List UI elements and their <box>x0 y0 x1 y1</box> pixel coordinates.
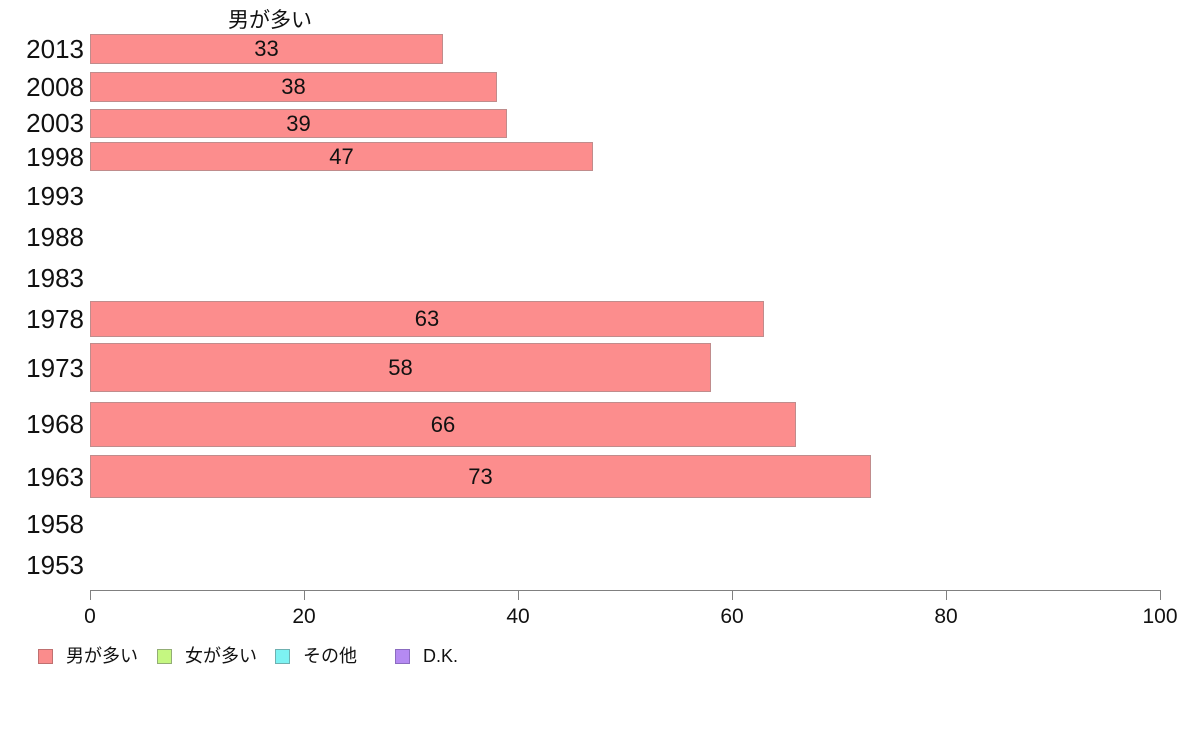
x-axis-line <box>90 590 1160 591</box>
x-tick-label: 0 <box>84 605 96 628</box>
bar: 73 <box>90 455 871 498</box>
legend-swatch <box>157 648 172 664</box>
legend-swatch <box>395 648 410 664</box>
bar: 39 <box>90 109 507 138</box>
x-tick-mark <box>304 590 305 600</box>
bar-value-label: 66 <box>430 411 456 437</box>
legend-item: D.K. <box>395 646 459 666</box>
bar-value-label: 38 <box>281 74 306 99</box>
y-axis-label: 1983 <box>26 263 84 293</box>
x-tick-label: 60 <box>720 605 744 628</box>
y-axis-label: 1953 <box>26 550 84 580</box>
legend-label: 男が多い <box>66 646 138 666</box>
bar: 66 <box>90 402 796 447</box>
bar: 58 <box>90 343 711 392</box>
legend-item: その他 <box>275 646 357 666</box>
x-tick-label: 100 <box>1142 605 1178 628</box>
y-axis-label: 1978 <box>26 304 84 334</box>
x-tick-mark <box>90 590 91 600</box>
y-axis-label: 1993 <box>26 181 84 211</box>
bar: 38 <box>90 72 497 102</box>
bar-value-label: 58 <box>388 354 413 380</box>
y-axis-label: 2013 <box>26 34 84 64</box>
bar-value-label: 39 <box>286 110 311 136</box>
y-axis-label: 1988 <box>26 222 84 252</box>
bar-value-label: 47 <box>329 143 354 169</box>
y-axis-label: 2003 <box>26 108 84 138</box>
y-axis-label: 1998 <box>26 142 84 172</box>
bar-value-label: 63 <box>414 306 440 331</box>
legend-label: その他 <box>303 646 357 666</box>
chart-title: 男が多い <box>228 9 312 32</box>
legend-item: 女が多い <box>157 646 257 666</box>
legend-swatch <box>275 648 290 664</box>
x-tick-mark <box>1160 590 1161 600</box>
bar: 33 <box>90 34 443 64</box>
legend-item: 男が多い <box>38 646 138 666</box>
bar: 47 <box>90 142 593 171</box>
x-tick-label: 40 <box>506 605 530 628</box>
legend-swatch <box>38 648 53 664</box>
x-tick-mark <box>518 590 519 600</box>
x-tick-label: 20 <box>292 605 316 628</box>
bar-value-label: 33 <box>254 36 279 61</box>
y-axis-label: 2008 <box>26 72 84 102</box>
bar: 63 <box>90 301 764 337</box>
y-axis-label: 1958 <box>26 509 84 539</box>
bar-value-label: 73 <box>468 463 493 489</box>
legend-label: 女が多い <box>185 646 257 666</box>
x-tick-mark <box>732 590 733 600</box>
x-tick-mark <box>946 590 947 600</box>
y-axis-label: 1973 <box>26 353 84 383</box>
x-tick-label: 80 <box>934 605 958 628</box>
y-axis-label: 1963 <box>26 462 84 492</box>
y-axis-label: 1968 <box>26 409 84 439</box>
legend-label: D.K. <box>423 646 459 666</box>
